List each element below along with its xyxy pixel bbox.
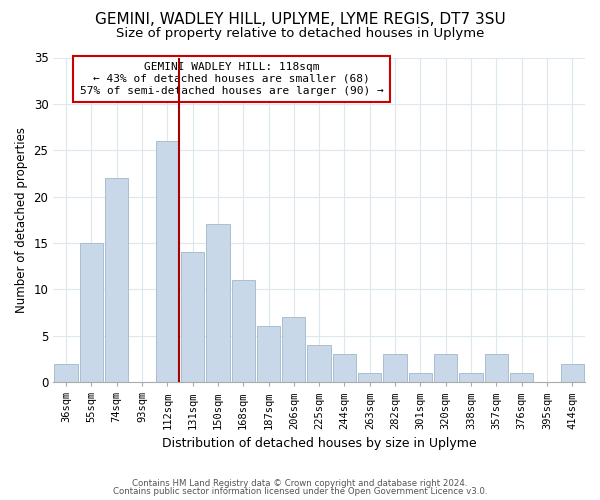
Bar xyxy=(409,373,432,382)
Text: Contains HM Land Registry data © Crown copyright and database right 2024.: Contains HM Land Registry data © Crown c… xyxy=(132,478,468,488)
Bar xyxy=(80,243,103,382)
Bar xyxy=(434,354,457,382)
Bar xyxy=(206,224,230,382)
Bar xyxy=(485,354,508,382)
Bar xyxy=(510,373,533,382)
Bar xyxy=(333,354,356,382)
Bar xyxy=(560,364,584,382)
Text: Size of property relative to detached houses in Uplyme: Size of property relative to detached ho… xyxy=(116,28,484,40)
Bar xyxy=(383,354,407,382)
Y-axis label: Number of detached properties: Number of detached properties xyxy=(15,127,28,313)
Text: GEMINI, WADLEY HILL, UPLYME, LYME REGIS, DT7 3SU: GEMINI, WADLEY HILL, UPLYME, LYME REGIS,… xyxy=(95,12,505,28)
Bar xyxy=(105,178,128,382)
Text: GEMINI WADLEY HILL: 118sqm
← 43% of detached houses are smaller (68)
57% of semi: GEMINI WADLEY HILL: 118sqm ← 43% of deta… xyxy=(80,62,383,96)
X-axis label: Distribution of detached houses by size in Uplyme: Distribution of detached houses by size … xyxy=(162,437,476,450)
Bar xyxy=(232,280,255,382)
Bar xyxy=(55,364,77,382)
Text: Contains public sector information licensed under the Open Government Licence v3: Contains public sector information licen… xyxy=(113,487,487,496)
Bar xyxy=(460,373,483,382)
Bar xyxy=(358,373,382,382)
Bar xyxy=(155,141,179,382)
Bar xyxy=(307,345,331,382)
Bar xyxy=(257,326,280,382)
Bar xyxy=(282,317,305,382)
Bar xyxy=(181,252,204,382)
